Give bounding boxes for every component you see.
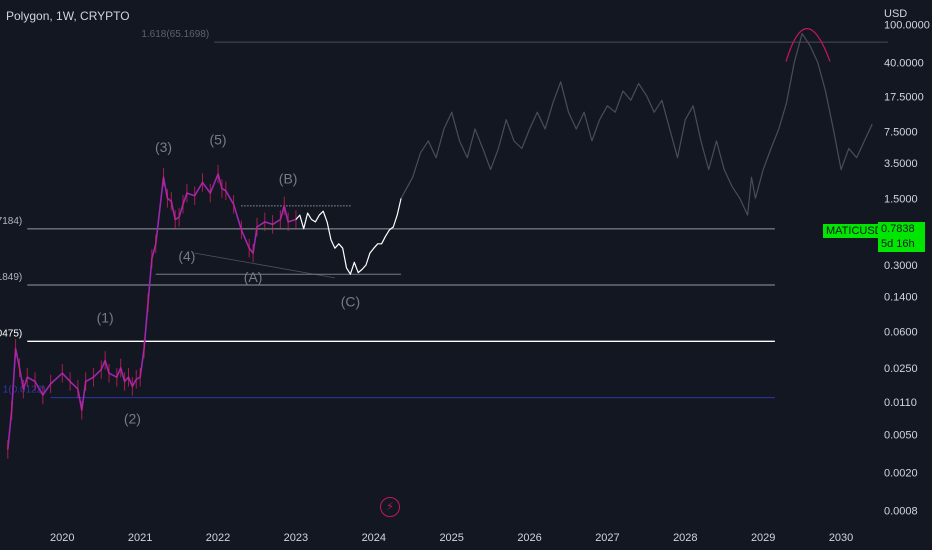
y-tick-label: 100.0000 <box>884 19 930 31</box>
wave-label: (5) <box>209 132 226 148</box>
y-tick-label: 0.0020 <box>884 468 918 480</box>
x-tick-label: 2020 <box>50 532 74 544</box>
fib-level-label: 1.618(65.1698) <box>141 29 209 40</box>
wave-label: (3) <box>155 139 172 155</box>
price-badge: 0.7838 5d 16h <box>878 222 925 252</box>
fib-level-label: 0.75(0.0475) <box>0 328 22 339</box>
peak-arc <box>785 28 831 62</box>
x-tick-label: 2025 <box>439 532 463 544</box>
lightning-icon[interactable]: ⚡ <box>380 497 400 517</box>
wave-label: (4) <box>178 248 195 264</box>
symbol-title[interactable]: Polygon, 1W, CRYPTO <box>6 9 130 23</box>
fib-level-label: 0.25(0.7184) <box>0 216 22 227</box>
x-tick-label: 2023 <box>284 532 308 544</box>
x-tick-label: 2030 <box>829 532 853 544</box>
x-tick-label: 2029 <box>751 532 775 544</box>
fib-level-label: 0.5(0.1849) <box>0 272 22 283</box>
y-tick-label: 0.0050 <box>884 430 918 442</box>
wave-label: (B) <box>279 170 298 186</box>
wave-label: (A) <box>244 269 263 285</box>
x-tick-label: 2024 <box>362 532 386 544</box>
y-tick-label: 17.5000 <box>884 92 924 104</box>
y-tick-label: 0.1400 <box>884 292 918 304</box>
y-tick-label: 0.3000 <box>884 260 918 272</box>
y-tick-label: 40.0000 <box>884 57 924 69</box>
y-tick-label: 0.0600 <box>884 327 918 339</box>
wave-label: (2) <box>124 411 141 427</box>
currency-label: USD <box>884 8 907 20</box>
y-tick-label: 0.0250 <box>884 363 918 375</box>
projection-faded-line <box>400 32 873 216</box>
current-price: 0.7838 <box>881 223 915 235</box>
y-tick-label: 3.5000 <box>884 158 918 170</box>
fib-level-label: 1(0.0122) <box>3 385 46 396</box>
y-tick-label: 7.5000 <box>884 127 918 139</box>
price-history-line <box>7 173 297 450</box>
x-tick-label: 2027 <box>595 532 619 544</box>
projection-line <box>295 198 402 275</box>
ticker-badge: MATICUSD <box>823 224 886 238</box>
wave-label: (1) <box>97 309 114 325</box>
wave-label: (C) <box>341 294 360 310</box>
x-tick-label: 2028 <box>673 532 697 544</box>
bar-countdown: 5d 16h <box>881 238 915 250</box>
y-tick-label: 0.0008 <box>884 506 918 518</box>
wave-4-trend <box>194 252 335 279</box>
x-tick-label: 2022 <box>206 532 230 544</box>
y-tick-label: 0.0110 <box>884 397 917 409</box>
x-tick-label: 2021 <box>128 532 152 544</box>
y-tick-label: 1.5000 <box>884 193 918 205</box>
x-tick-label: 2026 <box>517 532 541 544</box>
